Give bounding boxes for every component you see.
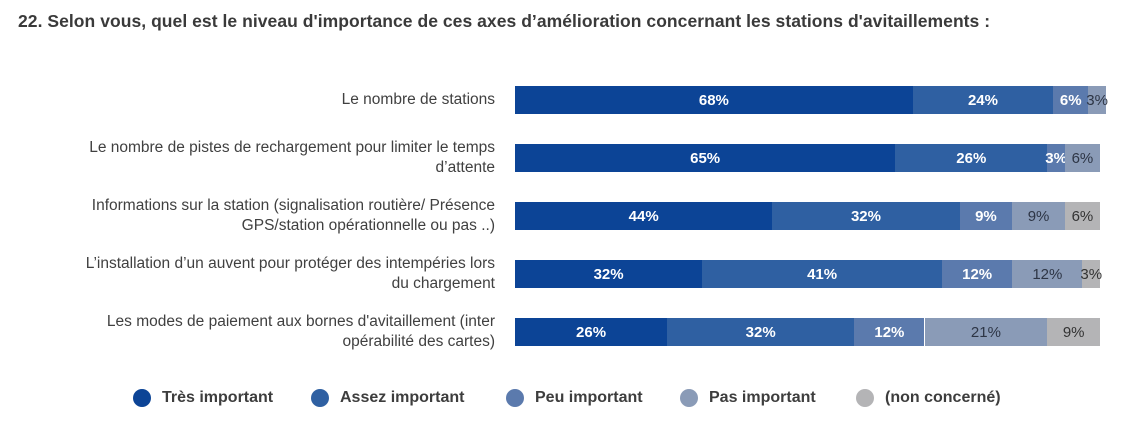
legend-swatch-icon — [133, 389, 151, 407]
bar-segment: 12% — [942, 260, 1013, 288]
bar-segment: 3% — [1080, 260, 1103, 288]
bar-segment: 32% — [667, 318, 855, 346]
legend-item: Peu important — [506, 386, 643, 410]
legend-item: (non concerné) — [856, 386, 1001, 410]
data-label: 32% — [745, 323, 776, 341]
bar-segment: 32% — [772, 202, 960, 230]
bar-segment: 6% — [1064, 144, 1100, 172]
legend-swatch-icon — [856, 389, 874, 407]
data-label: 24% — [967, 91, 998, 109]
bar-segment: 65% — [515, 144, 896, 172]
data-label: 26% — [956, 149, 987, 167]
data-label: 9% — [1027, 207, 1050, 225]
category-label: Le nombre de stations — [15, 90, 495, 110]
data-label: 68% — [698, 91, 729, 109]
data-label: 12% — [1032, 265, 1063, 283]
stacked-bar: 65% 26% 3% 6% — [515, 144, 1100, 172]
bar-segment: 3% — [1086, 86, 1108, 114]
bar-segment: 12% — [854, 318, 925, 346]
bar-segment: 12% — [1012, 260, 1083, 288]
category-label-line: du chargement — [391, 275, 495, 292]
data-label: 32% — [593, 265, 624, 283]
category-label-line: Les modes de paiement aux bornes d'avita… — [106, 313, 495, 330]
category-label: Les modes de paiement aux bornes d'avita… — [15, 312, 495, 352]
bar-segment: 21% — [924, 318, 1048, 346]
stacked-bar: 44% 32% 9% 9% 6% — [515, 202, 1100, 230]
data-label: 41% — [807, 265, 838, 283]
legend-label: Peu important — [535, 389, 643, 406]
stacked-bar: 32% 41% 12% 12% 3% — [515, 260, 1103, 288]
legend-swatch-icon — [311, 389, 329, 407]
data-label: 6% — [1071, 207, 1094, 225]
legend-item: Très important — [133, 386, 273, 410]
stacked-bar: 26% 32% 12% 21% 9% — [515, 318, 1100, 346]
legend-item: Pas important — [680, 386, 816, 410]
category-label: Le nombre de pistes de rechargement pour… — [15, 138, 495, 178]
bar-segment: 26% — [895, 144, 1048, 172]
bar-segment: 6% — [1053, 86, 1089, 114]
data-label: 9% — [975, 207, 997, 225]
data-label: 21% — [970, 323, 1001, 341]
bar-segment: 3% — [1045, 144, 1067, 172]
data-label: 44% — [628, 207, 659, 225]
bar-segment: 9% — [1047, 318, 1100, 346]
legend-item: Assez important — [311, 386, 464, 410]
data-label: 3% — [1080, 265, 1103, 283]
bar-segment: 44% — [515, 202, 773, 230]
data-label: 12% — [874, 323, 905, 341]
legend-swatch-icon — [506, 389, 524, 407]
category-label-line: GPS/station opérationnelle ou pas ..) — [241, 217, 495, 234]
data-label: 3% — [1086, 91, 1108, 109]
data-label: 9% — [1062, 323, 1085, 341]
data-label: 6% — [1059, 91, 1082, 109]
data-label: 26% — [576, 323, 607, 341]
category-label-line: L’installation d’un auvent pour protéger… — [85, 255, 495, 272]
chart-title: 22. Selon vous, quel est le niveau d'imp… — [18, 11, 991, 31]
category-label: L’installation d’un auvent pour protéger… — [15, 254, 495, 294]
legend-label: (non concerné) — [885, 389, 1001, 406]
data-label: 65% — [690, 149, 721, 167]
legend-swatch-icon — [680, 389, 698, 407]
category-label-line: Le nombre de pistes de rechargement pour… — [89, 139, 495, 156]
bar-segment: 6% — [1064, 202, 1100, 230]
bar-segment: 32% — [515, 260, 703, 288]
legend-label: Assez important — [340, 389, 465, 406]
data-label: 32% — [850, 207, 881, 225]
legend-label: Pas important — [709, 389, 816, 406]
data-label: 6% — [1071, 149, 1094, 167]
stacked-bar: 68% 24% 6% 3% — [515, 86, 1108, 114]
bar-segment: 9% — [1012, 202, 1065, 230]
category-label-line: Informations sur la station (signalisati… — [91, 197, 495, 214]
category-label-line: d’attente — [435, 159, 495, 176]
category-label: Informations sur la station (signalisati… — [15, 196, 495, 236]
bar-segment: 68% — [515, 86, 913, 114]
category-label-line: opérabilité des cartes) — [342, 333, 496, 350]
bar-segment: 26% — [515, 318, 668, 346]
legend-label: Très important — [162, 389, 274, 406]
data-label: 3% — [1045, 149, 1067, 167]
data-label: 12% — [962, 265, 993, 283]
bar-segment: 24% — [912, 86, 1054, 114]
bar-segment: 41% — [702, 260, 943, 288]
category-label-line: Le nombre de stations — [341, 91, 495, 108]
legend: Très important Assez important Peu importa… — [0, 386, 1129, 410]
bar-segment: 9% — [959, 202, 1013, 230]
